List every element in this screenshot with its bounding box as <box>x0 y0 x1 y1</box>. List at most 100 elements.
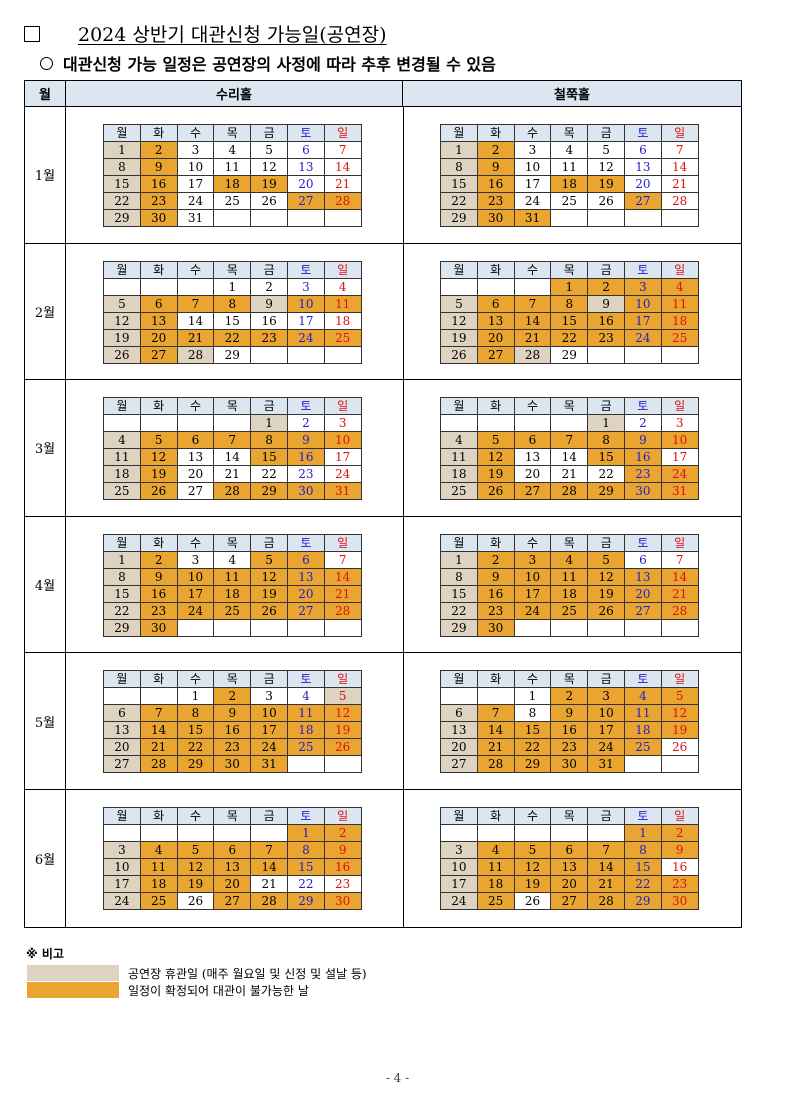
week-row: 17 18 19 20 21 22 23 <box>440 875 699 893</box>
day-cell: 10 <box>286 294 325 313</box>
day-cell: 23 <box>139 192 178 210</box>
weekday-header: 화 <box>476 397 515 416</box>
day-cell: 16 <box>250 311 288 330</box>
week-row: 13 14 15 16 17 18 19 <box>103 721 362 740</box>
day-cell <box>550 618 589 637</box>
day-cell: 18 <box>213 175 252 193</box>
week-row: 8 9 10 11 12 13 14 <box>440 158 699 176</box>
day-cell: 13 <box>139 311 178 330</box>
day-cell: 11 <box>213 567 252 586</box>
day-cell: 4 <box>286 687 325 706</box>
day-cell: 22 <box>103 192 141 210</box>
day-cell: 1 <box>513 687 552 706</box>
day-cell: 29 <box>103 618 141 637</box>
day-cell: 30 <box>323 892 362 910</box>
day-cell: 14 <box>323 158 362 176</box>
weekday-header: 수 <box>176 124 215 142</box>
day-cell: 28 <box>323 601 362 620</box>
weekday-header: 금 <box>250 124 288 142</box>
week-row: 4 5 6 7 8 9 10 <box>440 431 699 450</box>
weekday-header: 목 <box>550 533 589 552</box>
weekday-header: 화 <box>476 807 515 825</box>
day-cell: 7 <box>176 294 215 313</box>
day-cell: 17 <box>286 311 325 330</box>
weekday-header: 목 <box>213 397 252 416</box>
week-row: 29 30 <box>440 618 699 637</box>
day-cell: 30 <box>139 618 178 637</box>
day-cell: 13 <box>286 567 325 586</box>
day-cell: 5 <box>176 841 215 859</box>
day-cell: 8 <box>250 431 288 450</box>
day-cell: 11 <box>103 448 141 467</box>
header-hall2: 철쭉홀 <box>403 81 741 107</box>
day-cell: 17 <box>513 584 552 603</box>
day-cell: 3 <box>513 550 552 569</box>
month-row: 1월 월 화 수 목 금 토 일 1 2 3 4 5 6 7 8 9 10 11 12 13 14 15 16 17 18 19 20… <box>25 107 741 244</box>
day-cell: 23 <box>587 328 625 347</box>
day-cell <box>323 755 362 774</box>
day-cell: 22 <box>286 875 325 893</box>
day-cell: 9 <box>213 704 252 723</box>
day-cell: 4 <box>103 431 141 450</box>
day-cell <box>623 755 662 774</box>
day-cell: 3 <box>286 277 325 296</box>
weekday-header: 화 <box>139 124 178 142</box>
week-row: 5 6 7 8 9 10 11 <box>440 294 699 313</box>
day-cell: 14 <box>587 858 625 876</box>
day-cell: 10 <box>250 704 288 723</box>
day-cell: 26 <box>513 892 552 910</box>
day-cell: 2 <box>623 414 662 433</box>
day-cell: 14 <box>550 448 589 467</box>
weekday-header: 수 <box>176 670 215 689</box>
day-cell: 26 <box>103 345 141 364</box>
week-row: 8 9 10 11 12 13 14 <box>103 567 362 586</box>
day-cell: 12 <box>103 311 141 330</box>
day-cell: 21 <box>476 738 515 757</box>
month-row: 2월 월 화 수 목 금 토 일 1 2 3 4 5 6 7 8 9 10 11 12 13 14 15 16 17 18 19 20… <box>25 243 741 381</box>
month-label: 2월 <box>25 243 66 380</box>
week-row: 29 30 31 <box>440 209 699 227</box>
day-cell: 1 <box>213 277 252 296</box>
day-cell <box>440 687 478 706</box>
day-cell: 19 <box>139 465 178 484</box>
day-cell: 13 <box>476 311 515 330</box>
day-cell: 6 <box>513 431 552 450</box>
day-cell: 6 <box>623 141 662 159</box>
day-cell: 10 <box>323 431 362 450</box>
day-cell: 4 <box>323 277 362 296</box>
day-cell: 17 <box>323 448 362 467</box>
day-cell: 12 <box>660 704 699 723</box>
day-cell <box>213 414 252 433</box>
weekday-header: 일 <box>660 533 699 552</box>
day-cell: 20 <box>440 738 478 757</box>
day-cell: 3 <box>440 841 478 859</box>
day-cell <box>213 209 252 227</box>
day-cell: 15 <box>550 311 589 330</box>
day-cell <box>286 209 325 227</box>
day-cell <box>139 277 178 296</box>
day-cell: 20 <box>286 584 325 603</box>
day-cell: 5 <box>440 294 478 313</box>
month-row: 5월 월 화 수 목 금 토 일 1 2 3 4 5 6 7 8 9 10 11 12 13 14 15 16 17 18 19 20… <box>25 653 741 790</box>
weekday-header: 금 <box>587 124 625 142</box>
legend-swatch-booked <box>27 982 119 998</box>
day-cell: 12 <box>176 858 215 876</box>
weekday-header: 화 <box>139 807 178 825</box>
day-cell: 7 <box>660 141 699 159</box>
day-cell: 8 <box>587 431 625 450</box>
day-cell: 14 <box>660 158 699 176</box>
week-row: 15 16 17 18 19 20 21 <box>103 584 362 603</box>
day-cell: 8 <box>513 704 552 723</box>
day-cell: 28 <box>587 892 625 910</box>
day-cell: 18 <box>286 721 325 740</box>
month-label: 5월 <box>25 653 66 789</box>
day-cell: 9 <box>286 431 325 450</box>
day-cell <box>323 618 362 637</box>
day-cell <box>286 755 325 774</box>
day-cell <box>513 414 552 433</box>
